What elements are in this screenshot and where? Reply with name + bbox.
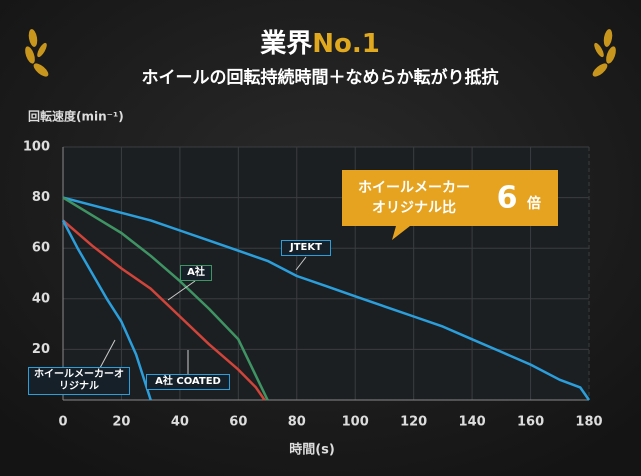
series-line <box>61 219 152 401</box>
x-tick-label: 20 <box>112 415 130 430</box>
leaders <box>99 256 307 374</box>
callout-unit: 倍 <box>527 195 541 212</box>
x-axis-label: 時間(s) <box>289 442 335 458</box>
callout-value: 6 <box>497 181 518 216</box>
series-label: A社 COATED <box>146 374 230 390</box>
callout-text: ホイールメーカー <box>358 180 470 196</box>
series-line <box>62 196 269 401</box>
title: 業界No.1 <box>260 29 380 59</box>
y-tick-label: 80 <box>32 190 50 205</box>
x-tick-label: 140 <box>459 415 486 430</box>
series-label: A社 <box>180 265 212 281</box>
title-highlight: No.1 <box>312 29 380 59</box>
subtitle: ホイールの回転持続時間＋なめらか転がり抵抗 <box>142 67 499 88</box>
title-part: 業界 <box>260 29 312 59</box>
x-tick-label: 80 <box>288 415 306 430</box>
lines <box>61 196 591 401</box>
x-tick-label: 40 <box>171 415 189 430</box>
y-tick-label: 60 <box>32 241 50 256</box>
series-line <box>62 196 591 401</box>
callout: ホイールメーカー オリジナル比 6 倍 <box>342 170 558 240</box>
y-axis-label: 回転速度(min⁻¹) <box>28 109 124 124</box>
callout-box <box>342 170 558 240</box>
series-line <box>62 219 266 401</box>
x-tick-label: 0 <box>58 415 67 430</box>
series-label: ホイールメーカーオリジナル <box>28 367 130 395</box>
x-tick-label: 120 <box>400 415 427 430</box>
laurel-right <box>592 29 616 77</box>
x-tick-label: 60 <box>229 415 247 430</box>
x-tick-label: 160 <box>517 415 544 430</box>
laurel-left <box>25 29 49 77</box>
x-tick-label: 100 <box>342 415 369 430</box>
series-label: JTEKT <box>281 240 331 256</box>
callout-text: オリジナル比 <box>372 199 456 216</box>
x-tick-label: 180 <box>575 415 602 430</box>
y-tick-label: 20 <box>32 342 50 357</box>
y-tick-label: 100 <box>23 140 50 155</box>
y-tick-label: 40 <box>32 291 50 306</box>
